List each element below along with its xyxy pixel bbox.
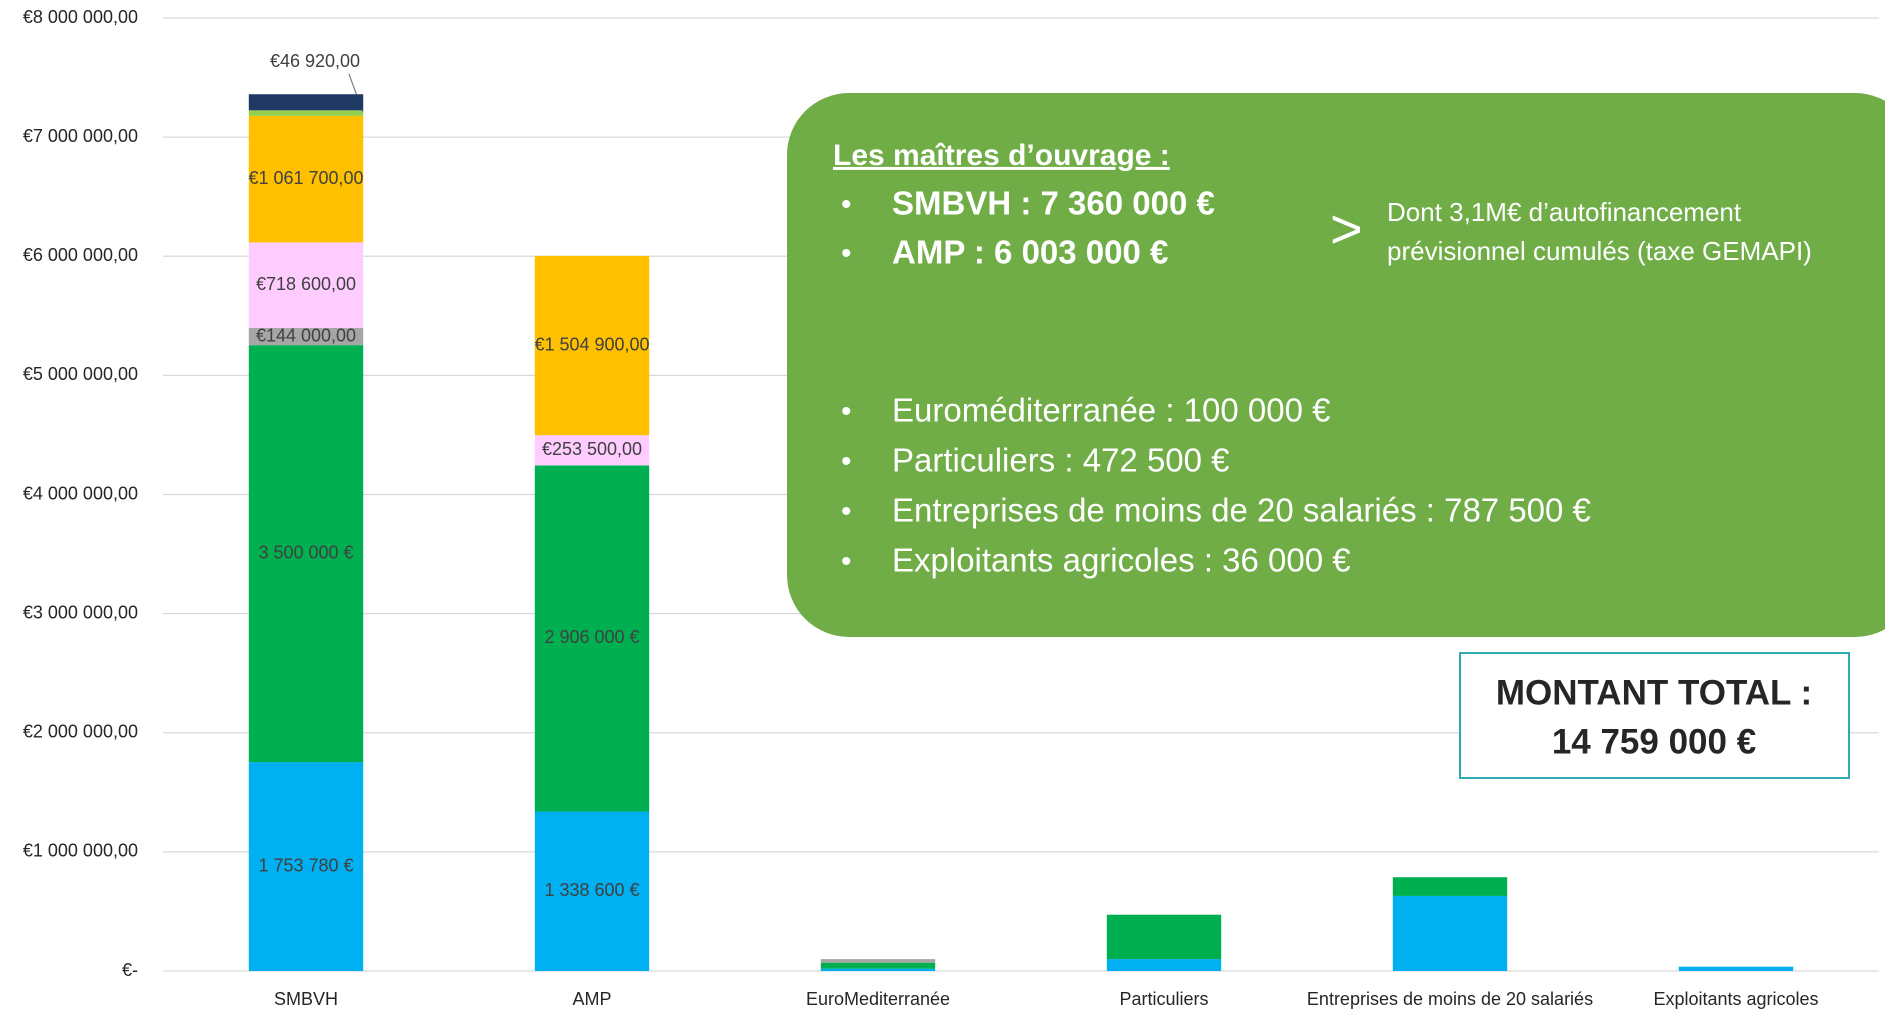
annotation-bullet: Entreprises de moins de 20 salariés : 78… [892, 492, 1591, 529]
annotation-arrow: > [1330, 197, 1363, 260]
y-tick-label: €5 000 000,00 [23, 364, 138, 384]
x-tick-label: SMBVH [274, 989, 338, 1009]
bar-segment [248, 327, 364, 346]
bar-segment [534, 435, 650, 466]
annotation-bullet: SMBVH : 7 360 000 € [892, 185, 1215, 222]
bar-segment [1392, 877, 1508, 896]
annotation-bullet: Particuliers : 472 500 € [892, 442, 1230, 479]
data-label: 2 906 000 € [544, 627, 639, 647]
bar-segment [820, 968, 936, 971]
bar-segment [1678, 966, 1794, 971]
bar-segment [534, 811, 650, 971]
y-tick-label: €1 000 000,00 [23, 841, 138, 861]
data-label: €1 061 700,00 [248, 168, 363, 188]
x-tick-label: Entreprises de moins de 20 salariés [1307, 989, 1593, 1009]
annotation-box [787, 93, 1885, 637]
bullet: • [841, 445, 852, 478]
annotation-heading: Les maîtres d’ouvrage : [833, 139, 1170, 172]
bar-segment [248, 110, 364, 116]
data-label: €46 920,00 [270, 51, 360, 71]
y-tick-label: €3 000 000,00 [23, 602, 138, 622]
data-label: €253 500,00 [542, 439, 642, 459]
bullet: • [841, 495, 852, 528]
data-label: €144 000,00 [256, 325, 356, 345]
data-label: 1 338 600 € [544, 880, 639, 900]
bar-segment [1392, 895, 1508, 971]
bar-segment [248, 345, 364, 763]
y-tick-label: €2 000 000,00 [23, 722, 138, 742]
bar-segment [248, 242, 364, 328]
total-label: MONTANT TOTAL : [1496, 673, 1812, 712]
x-tick-label: Particuliers [1119, 989, 1208, 1009]
y-tick-label: €8 000 000,00 [23, 7, 138, 27]
bar-segment [248, 762, 364, 971]
bar-segment [820, 962, 936, 969]
x-tick-label: EuroMediterranée [806, 989, 950, 1009]
annotation-note: prévisionnel cumulés (taxe GEMAPI) [1387, 236, 1812, 266]
y-tick-label: €6 000 000,00 [23, 245, 138, 265]
bullet: • [841, 545, 852, 578]
annotation-bullet: AMP : 6 003 000 € [892, 234, 1168, 271]
total-value: 14 759 000 € [1552, 722, 1756, 761]
data-label: €718 600,00 [256, 274, 356, 294]
annotation-list: • Euroméditerranée : 100 000 € • Particulie… [841, 392, 1591, 579]
bar-segment [534, 465, 650, 812]
data-label: 3 500 000 € [258, 542, 353, 562]
bar-segment [248, 115, 364, 243]
y-tick-label: €- [122, 960, 138, 980]
annotation-bullet: Exploitants agricoles : 36 000 € [892, 542, 1351, 579]
data-label: 1 753 780 € [258, 855, 353, 875]
annotation-note: Dont 3,1M€ d’autofinancement [1387, 197, 1742, 227]
bullet: • [841, 188, 852, 221]
bar-segment [1106, 914, 1222, 960]
data-label: €1 504 900,00 [534, 334, 649, 354]
x-tick-label: Exploitants agricoles [1653, 989, 1818, 1009]
y-tick-label: €4 000 000,00 [23, 483, 138, 503]
bar-segment [820, 959, 936, 963]
y-tick-label: €7 000 000,00 [23, 126, 138, 146]
plot: €- €1 000 000,00 €2 000 000,00 €3 000 000,0… [23, 7, 1879, 1009]
bar-segment [534, 255, 650, 436]
x-tick-label: AMP [572, 989, 611, 1009]
bar-segment [248, 94, 364, 111]
bar-segment [1106, 959, 1222, 971]
bullet: • [841, 237, 852, 270]
total-box [1459, 652, 1850, 779]
annotation-bullet: Euroméditerranée : 100 000 € [892, 392, 1330, 429]
bullet: • [841, 395, 852, 428]
